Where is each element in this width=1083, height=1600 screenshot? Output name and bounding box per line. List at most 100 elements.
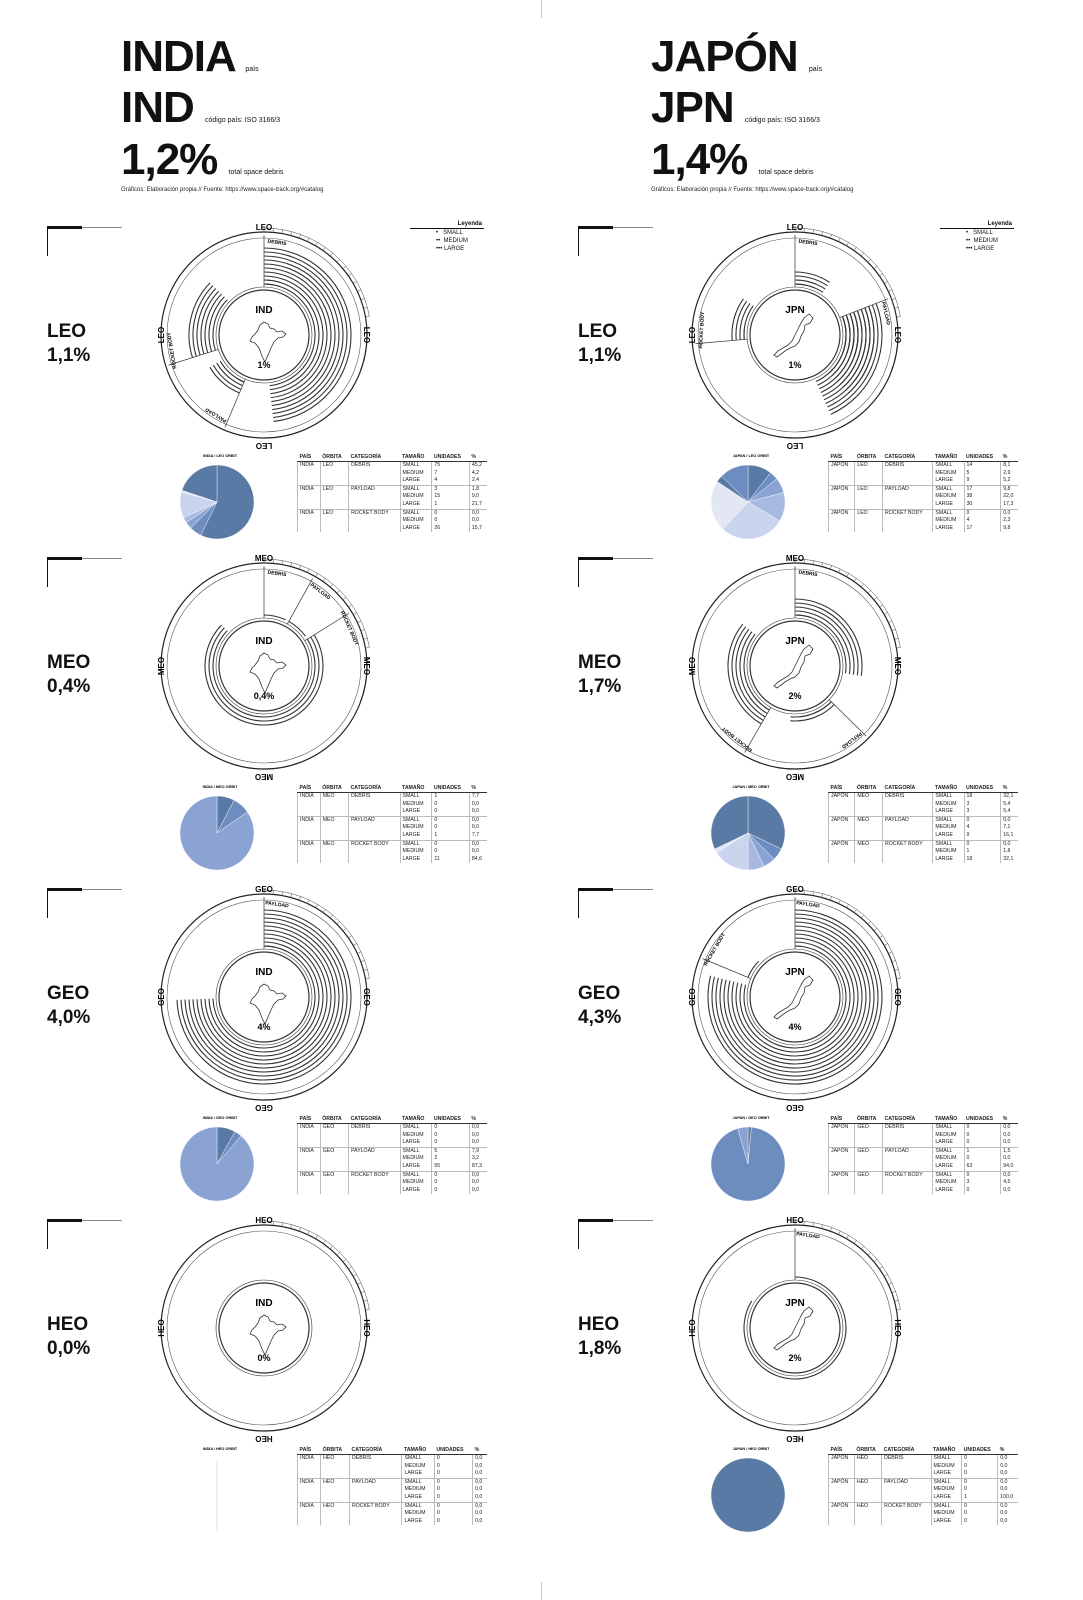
table-cell: MEDIUM [399, 1179, 432, 1187]
table-cell: 8,1 [1000, 460, 1018, 470]
table-cell: 1 [431, 500, 470, 510]
table-row: JAPÓN MEO DEBRIS SMALL 18 32,1 [827, 791, 1018, 801]
table-header: UNIDADES [964, 452, 1001, 462]
scale-tick [307, 568, 310, 573]
table-cell: 15 [431, 493, 470, 501]
table-header: ÓRBITA [320, 452, 349, 462]
table-cell: 0 [963, 1186, 1001, 1195]
scale-tick [867, 921, 871, 925]
debris-ring [216, 362, 243, 387]
orbit-axis-label: HEO [688, 1319, 697, 1336]
debris-ring [813, 701, 832, 714]
table-row: MEDIUM 4 7,1 [827, 824, 1018, 832]
table-cell: 0,0 [997, 1517, 1018, 1526]
table-header: TAMAÑO [400, 452, 432, 462]
table-cell [297, 1179, 321, 1187]
table-row: MEDIUM 38 22,0 [827, 493, 1018, 501]
debris-ring [830, 303, 883, 415]
table-cell: SMALL [932, 1122, 965, 1132]
table-cell: 0 [431, 800, 470, 809]
orbit-label: LEO 1,1% [47, 320, 90, 368]
category-label: DEBRIS [267, 239, 287, 248]
table-cell [827, 855, 855, 864]
table-cell: SMALL [932, 460, 965, 470]
table-row: MEDIUM 15 9,0 [297, 493, 487, 501]
scale-tick [894, 638, 899, 640]
table-cell: SMALL [399, 508, 432, 518]
table-cell: 75 [431, 460, 470, 470]
table-cell: SMALL [399, 1170, 432, 1180]
scale-tick [363, 969, 368, 971]
table-cell: SMALL [401, 1453, 435, 1463]
category-label: ROCKET BODY [339, 610, 360, 647]
orbit-label: MEO 1,7% [578, 651, 621, 699]
table-cell: JAPÓN [828, 1477, 855, 1487]
table-cell: MEDIUM [399, 1131, 432, 1140]
table-header: UNIDADES [961, 1445, 998, 1455]
table-header: % [1000, 1114, 1018, 1124]
scale-tick [867, 590, 871, 594]
debris-ring [263, 247, 352, 423]
center-ring [749, 1282, 841, 1374]
data-table: PAÍS ÓRBITA CATEGORÍA TAMAÑO UNIDADES% JAPÓN M… [827, 783, 1018, 864]
debris-ring [240, 379, 245, 383]
outer-ring-inner [166, 1230, 362, 1426]
scale-tick [357, 1282, 362, 1285]
table-cell: DEBRIS [882, 1122, 933, 1132]
table-header: CATEGORÍA [348, 1114, 401, 1124]
table-cell: INDIA [297, 815, 321, 825]
scale-tick [365, 316, 370, 318]
table-cell: 2,9 [1000, 469, 1018, 478]
debris-ring [263, 271, 328, 399]
table-cell: 0,0 [468, 1139, 487, 1148]
debris-ring [727, 929, 863, 1065]
debris-ring [196, 288, 217, 356]
scale-tick [884, 1274, 888, 1277]
table-cell [854, 1139, 883, 1148]
radial-orbit-chart: HEO HEO HEO HEO IND 0% [157, 1216, 371, 1443]
table-cell: MEDIUM [932, 1131, 965, 1140]
table-row: LARGE 3 5,4 [827, 808, 1018, 817]
table-cell: JAPÓN [827, 460, 855, 470]
table-header: UNIDADES [431, 783, 470, 793]
table-cell: MEDIUM [932, 1155, 965, 1163]
table-cell: 0 [433, 1477, 473, 1487]
debris-ring [794, 275, 828, 287]
table-cell: 1,8 [468, 484, 487, 494]
table-cell: LEO [319, 484, 349, 494]
scale-tick [829, 234, 832, 239]
table-cell: 0 [433, 1462, 473, 1471]
pie-slice [722, 501, 781, 540]
table-row: LARGE 9 16,1 [827, 831, 1018, 841]
scale-tick [873, 597, 878, 600]
table-cell: INDIA [297, 791, 321, 801]
table-cell [881, 1486, 932, 1494]
table-cell: LARGE [932, 1186, 965, 1195]
table-cell [297, 1131, 321, 1140]
table-cell: 0 [963, 815, 1001, 825]
scale-tick [867, 1252, 871, 1256]
table-cell: 0,0 [472, 1486, 487, 1494]
table-cell: 0 [431, 1186, 470, 1195]
scale-tick [360, 298, 365, 301]
orbit-axis-label: LEO [256, 223, 272, 232]
table-cell [854, 1155, 883, 1163]
table-cell [854, 848, 883, 856]
table-cell [349, 1510, 402, 1518]
table-cell: HEO [320, 1501, 350, 1511]
table-cell: 3,2 [468, 1155, 487, 1163]
table-row: LARGE 63 94,0 [827, 1162, 1018, 1172]
table-cell [827, 1162, 855, 1172]
table-cell: 0 [433, 1517, 473, 1526]
table-cell [319, 848, 349, 856]
table-cell: LARGE [932, 524, 965, 533]
debris-ring [192, 285, 214, 357]
table-row: LARGE 0 0,0 [297, 1139, 487, 1148]
table-cell: LARGE [401, 1470, 435, 1479]
table-cell: HEO [853, 1501, 882, 1511]
table-cell: PAYLOAD [882, 1146, 933, 1156]
table-row: JAPÓN HEO DEBRIS SMALL 0 0,0 [828, 1453, 1018, 1463]
debris-ring [196, 929, 332, 1065]
data-table: PAÍS ÓRBITA CATEGORÍA TAMAÑO UNIDADES% JAPÓN L… [827, 452, 1018, 533]
table-cell: 0,0 [468, 1179, 487, 1187]
